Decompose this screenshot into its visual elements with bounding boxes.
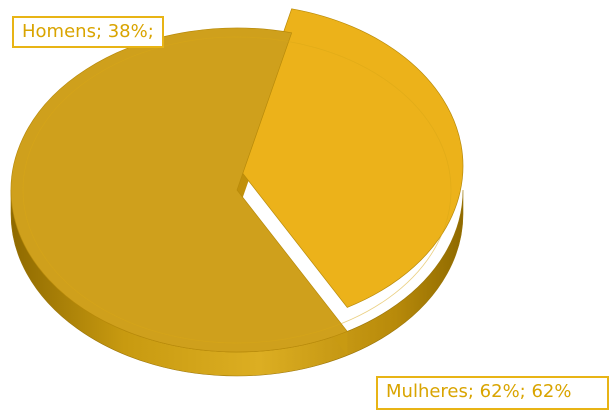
pie-slice-homens [236,8,464,308]
pie-side-wall [10,189,464,377]
pie-rim-highlight [22,36,452,344]
data-label-homens: Homens; 38%; [12,16,164,48]
data-label-mulheres: Mulheres; 62%; 62% [376,376,609,410]
